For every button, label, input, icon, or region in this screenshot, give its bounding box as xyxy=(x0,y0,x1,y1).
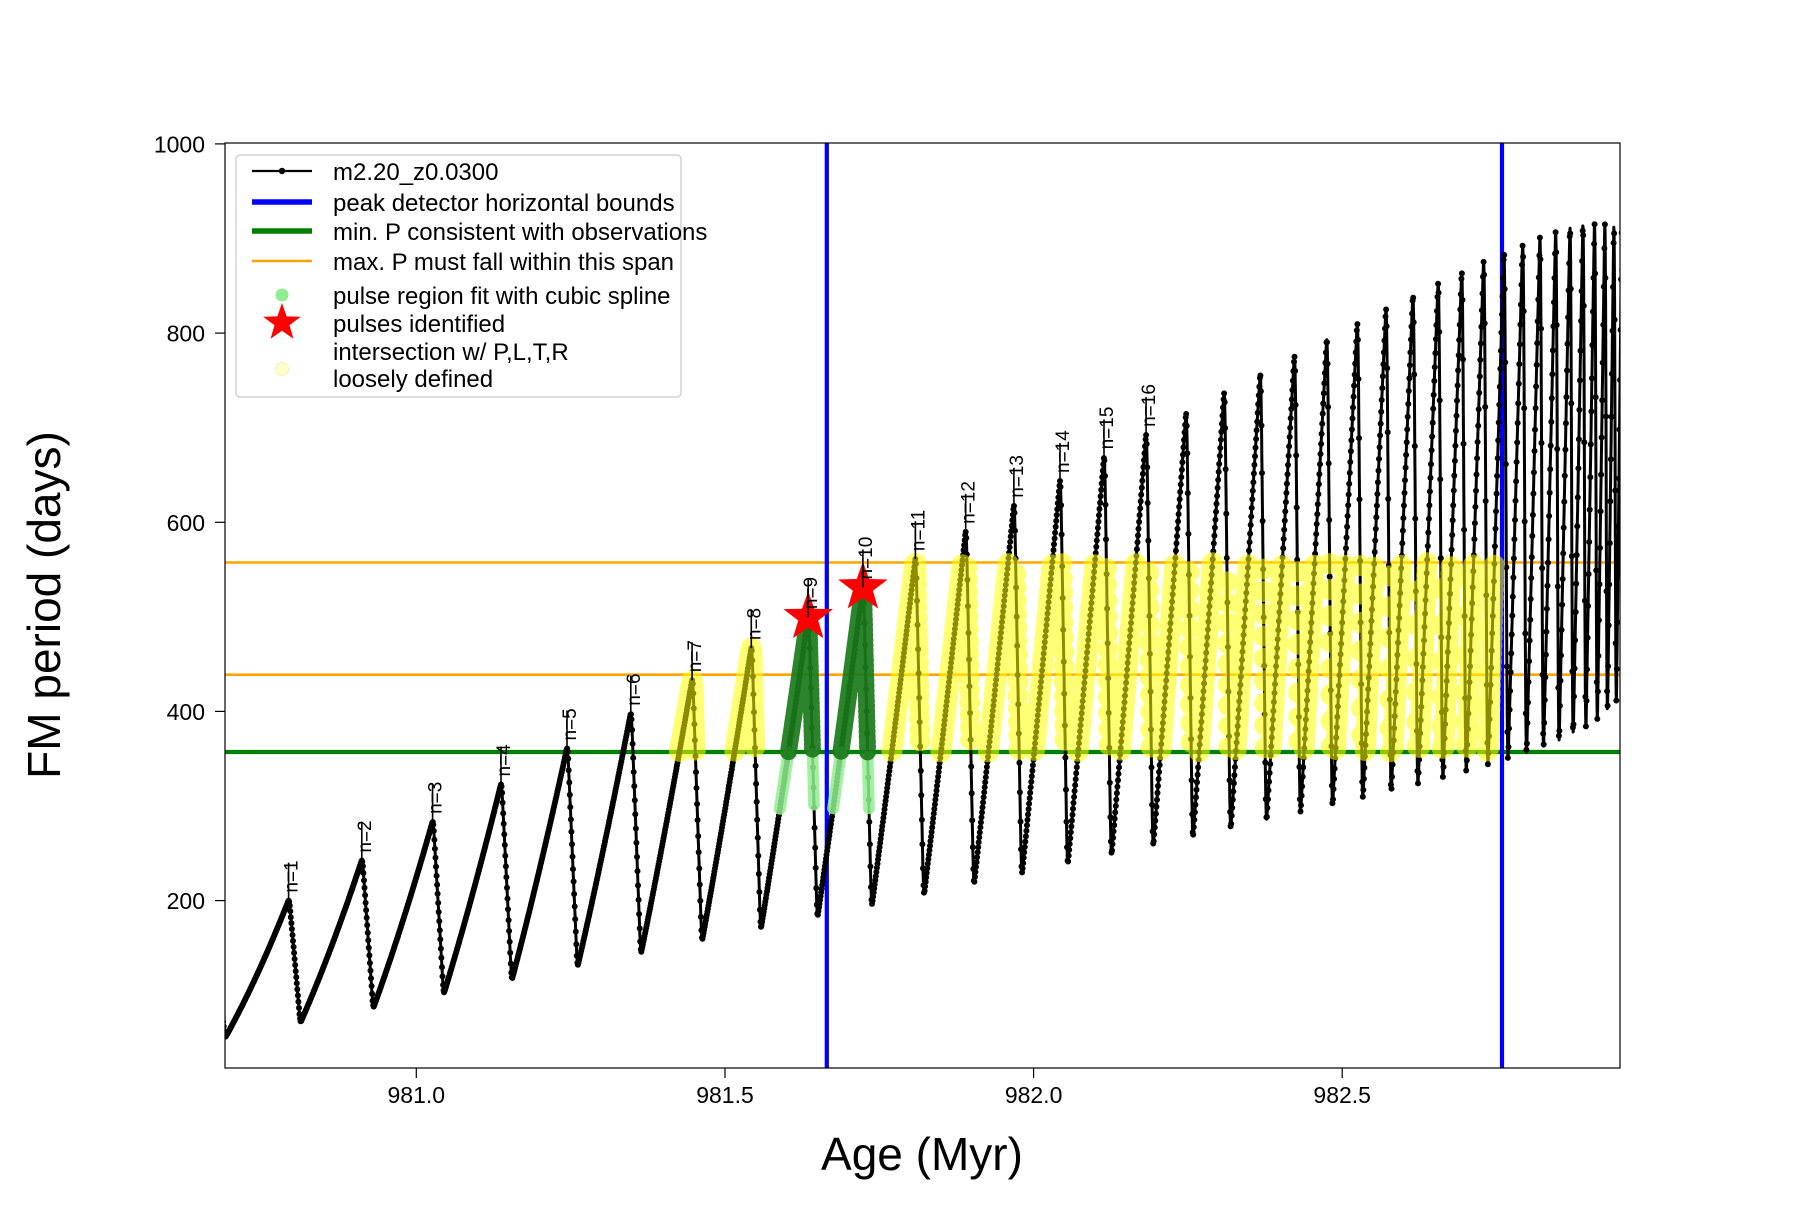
svg-text:n=11: n=11 xyxy=(908,510,929,551)
svg-text:981.0: 981.0 xyxy=(388,1082,446,1108)
svg-text:1000: 1000 xyxy=(154,131,205,157)
svg-text:loosely defined: loosely defined xyxy=(333,366,493,393)
svg-text:n=10: n=10 xyxy=(856,537,877,580)
svg-text:FM period (days): FM period (days) xyxy=(18,431,70,779)
svg-text:n=2: n=2 xyxy=(355,820,376,852)
svg-text:200: 200 xyxy=(167,888,205,914)
svg-text:n=12: n=12 xyxy=(959,481,980,524)
svg-text:n=4: n=4 xyxy=(494,744,515,777)
svg-text:n=3: n=3 xyxy=(426,782,447,814)
svg-text:982.5: 982.5 xyxy=(1313,1082,1371,1108)
svg-text:n=15: n=15 xyxy=(1097,407,1118,450)
svg-text:Age (Myr): Age (Myr) xyxy=(821,1128,1023,1180)
svg-text:n=14: n=14 xyxy=(1053,430,1074,473)
svg-text:max. P must fall within this s: max. P must fall within this span xyxy=(333,249,674,276)
svg-text:n=5: n=5 xyxy=(560,708,581,740)
svg-text:m2.20_z0.0300: m2.20_z0.0300 xyxy=(333,159,498,186)
svg-text:600: 600 xyxy=(167,510,205,536)
svg-text:pulses identified: pulses identified xyxy=(333,311,505,338)
svg-text:981.5: 981.5 xyxy=(696,1082,754,1108)
svg-text:n=7: n=7 xyxy=(685,640,706,672)
svg-text:400: 400 xyxy=(167,699,205,725)
svg-text:min. P consistent with observa: min. P consistent with observations xyxy=(333,219,707,246)
svg-text:n=16: n=16 xyxy=(1139,384,1160,427)
svg-text:intersection w/ P,L,T,R: intersection w/ P,L,T,R xyxy=(333,339,569,366)
svg-text:800: 800 xyxy=(167,321,205,347)
svg-text:n=1: n=1 xyxy=(282,860,303,892)
svg-text:pulse region fit with cubic sp: pulse region fit with cubic spline xyxy=(333,283,671,310)
svg-text:n=9: n=9 xyxy=(801,577,822,609)
svg-text:n=8: n=8 xyxy=(744,608,765,640)
svg-text:n=13: n=13 xyxy=(1007,455,1028,498)
svg-text:982.0: 982.0 xyxy=(1005,1082,1063,1108)
svg-text:n=6: n=6 xyxy=(624,673,645,705)
svg-text:peak detector horizontal bound: peak detector horizontal bounds xyxy=(333,190,675,217)
